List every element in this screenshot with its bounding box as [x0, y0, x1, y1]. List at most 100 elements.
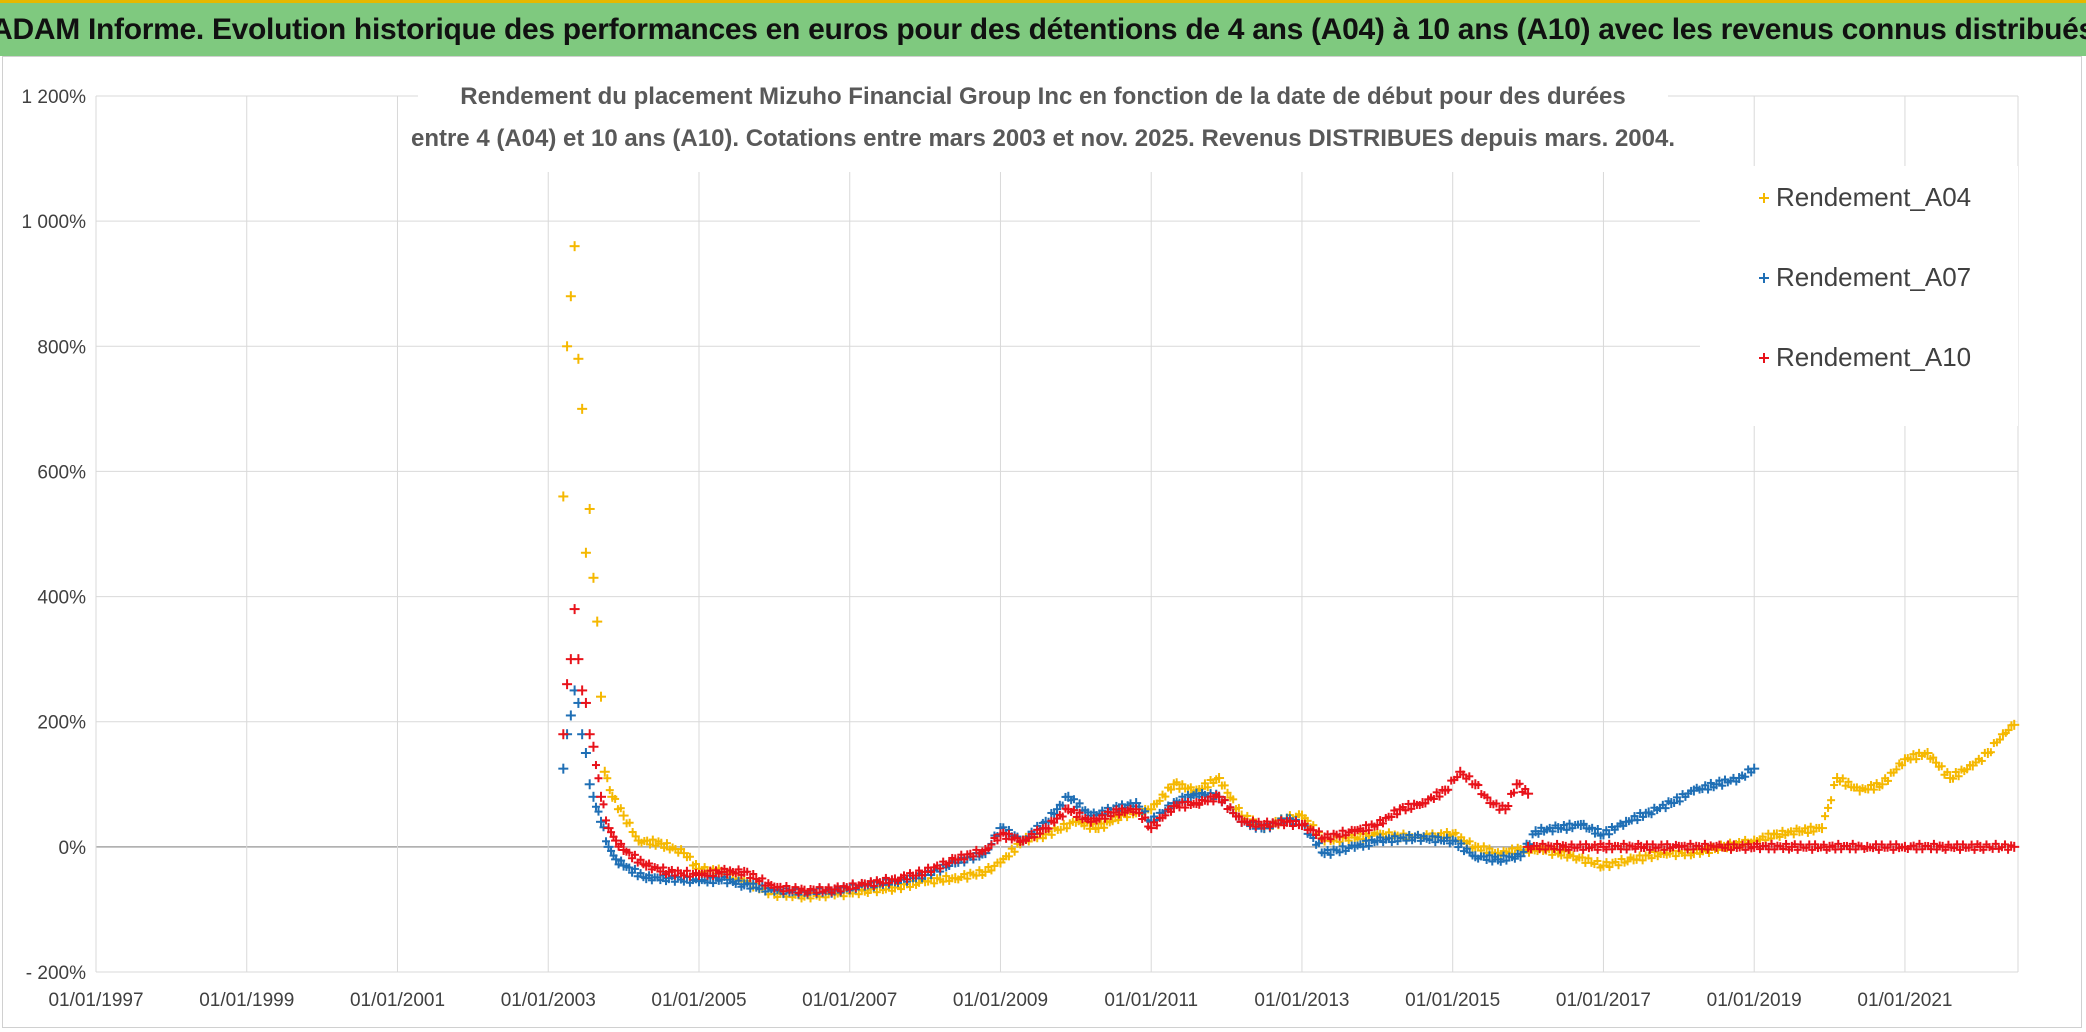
data-point	[1265, 822, 1274, 831]
data-point	[1817, 823, 1828, 834]
data-point	[1004, 829, 1013, 838]
data-point	[1062, 824, 1071, 833]
y-tick-label: 200%	[37, 713, 86, 734]
data-point	[980, 866, 991, 877]
data-point	[1432, 788, 1441, 797]
data-point	[1097, 819, 1106, 828]
data-point	[1135, 808, 1144, 817]
data-point	[1638, 856, 1647, 865]
data-point	[580, 547, 591, 558]
data-point	[685, 852, 694, 861]
data-point	[836, 887, 845, 896]
data-point	[1883, 776, 1892, 785]
data-point	[1639, 812, 1648, 821]
data-point	[1485, 851, 1494, 860]
data-point	[1979, 845, 1988, 854]
data-point	[1451, 828, 1460, 837]
data-point	[1335, 832, 1344, 841]
data-point	[903, 875, 912, 884]
legend-marker	[1759, 353, 1769, 363]
data-point	[1686, 839, 1695, 848]
data-point	[899, 871, 908, 880]
data-point	[1838, 774, 1847, 783]
performance-scatter-chart: 1 200% 1 000% 800% 600% 400% 200% 0% - 200% 01/0…	[22, 62, 2020, 1011]
data-point	[558, 729, 569, 740]
data-point	[1178, 780, 1187, 789]
data-point	[1954, 772, 1963, 781]
data-point	[611, 835, 622, 846]
data-point	[1559, 821, 1568, 830]
data-point	[656, 876, 665, 885]
data-point	[1376, 833, 1385, 842]
data-point	[607, 828, 616, 837]
data-point	[1661, 804, 1670, 813]
data-point	[1309, 826, 1318, 835]
data-point	[1030, 833, 1039, 842]
y-tick-label: 1 200%	[22, 87, 87, 108]
data-point	[1548, 850, 1557, 859]
data-point	[1479, 842, 1488, 851]
data-point	[1704, 785, 1713, 794]
data-point	[1069, 806, 1078, 815]
data-point	[1181, 803, 1190, 812]
data-point	[616, 804, 625, 813]
data-point	[1390, 832, 1399, 841]
data-point	[1619, 839, 1628, 848]
data-point	[1326, 850, 1335, 859]
data-point	[1053, 805, 1061, 814]
data-point	[1123, 813, 1132, 822]
x-tick-label: 01/01/2003	[501, 990, 596, 1011]
data-point	[1100, 823, 1109, 832]
data-point	[1941, 845, 1950, 854]
data-point	[1387, 812, 1396, 821]
data-point	[602, 837, 611, 846]
data-point	[1115, 810, 1124, 819]
data-point	[709, 872, 718, 881]
data-point	[1808, 845, 1817, 854]
data-point	[1706, 778, 1715, 787]
data-point	[1877, 779, 1888, 790]
data-point	[1909, 750, 1918, 759]
data-point	[1727, 845, 1736, 854]
data-point	[1986, 748, 1995, 757]
data-point	[1108, 817, 1117, 826]
data-point	[1072, 812, 1081, 821]
data-point	[758, 874, 767, 883]
data-point	[812, 888, 821, 897]
grid-layer	[95, 95, 2019, 973]
data-point	[569, 241, 580, 252]
data-point	[1509, 788, 1518, 797]
data-point	[577, 403, 588, 414]
data-point	[1335, 848, 1344, 857]
data-point	[1827, 796, 1836, 805]
data-point	[1146, 823, 1157, 834]
data-point	[993, 836, 1002, 845]
data-point	[794, 888, 803, 897]
data-point	[734, 876, 743, 885]
data-point	[603, 774, 612, 783]
data-point	[1744, 840, 1753, 849]
data-point	[881, 873, 890, 882]
data-point	[1504, 801, 1513, 810]
data-point	[562, 679, 573, 690]
data-point	[963, 874, 972, 883]
data-point	[1819, 840, 1828, 849]
data-point	[987, 840, 996, 849]
data-point	[1703, 845, 1712, 854]
data-point	[1146, 804, 1157, 815]
x-tick-label: 01/01/2017	[1556, 990, 1651, 1011]
data-point	[1824, 803, 1833, 812]
data-point	[1152, 821, 1161, 830]
data-point	[1364, 826, 1373, 835]
data-point	[584, 729, 595, 740]
data-point	[999, 828, 1008, 837]
legend-label: Rendement_A07	[1776, 262, 1971, 292]
data-point	[1584, 854, 1593, 863]
data-point	[1970, 845, 1979, 854]
data-point	[2009, 719, 2020, 730]
data-point	[565, 291, 576, 302]
data-point	[584, 503, 595, 514]
data-point	[1622, 845, 1631, 854]
data-point	[588, 741, 599, 752]
data-point	[1465, 837, 1474, 846]
